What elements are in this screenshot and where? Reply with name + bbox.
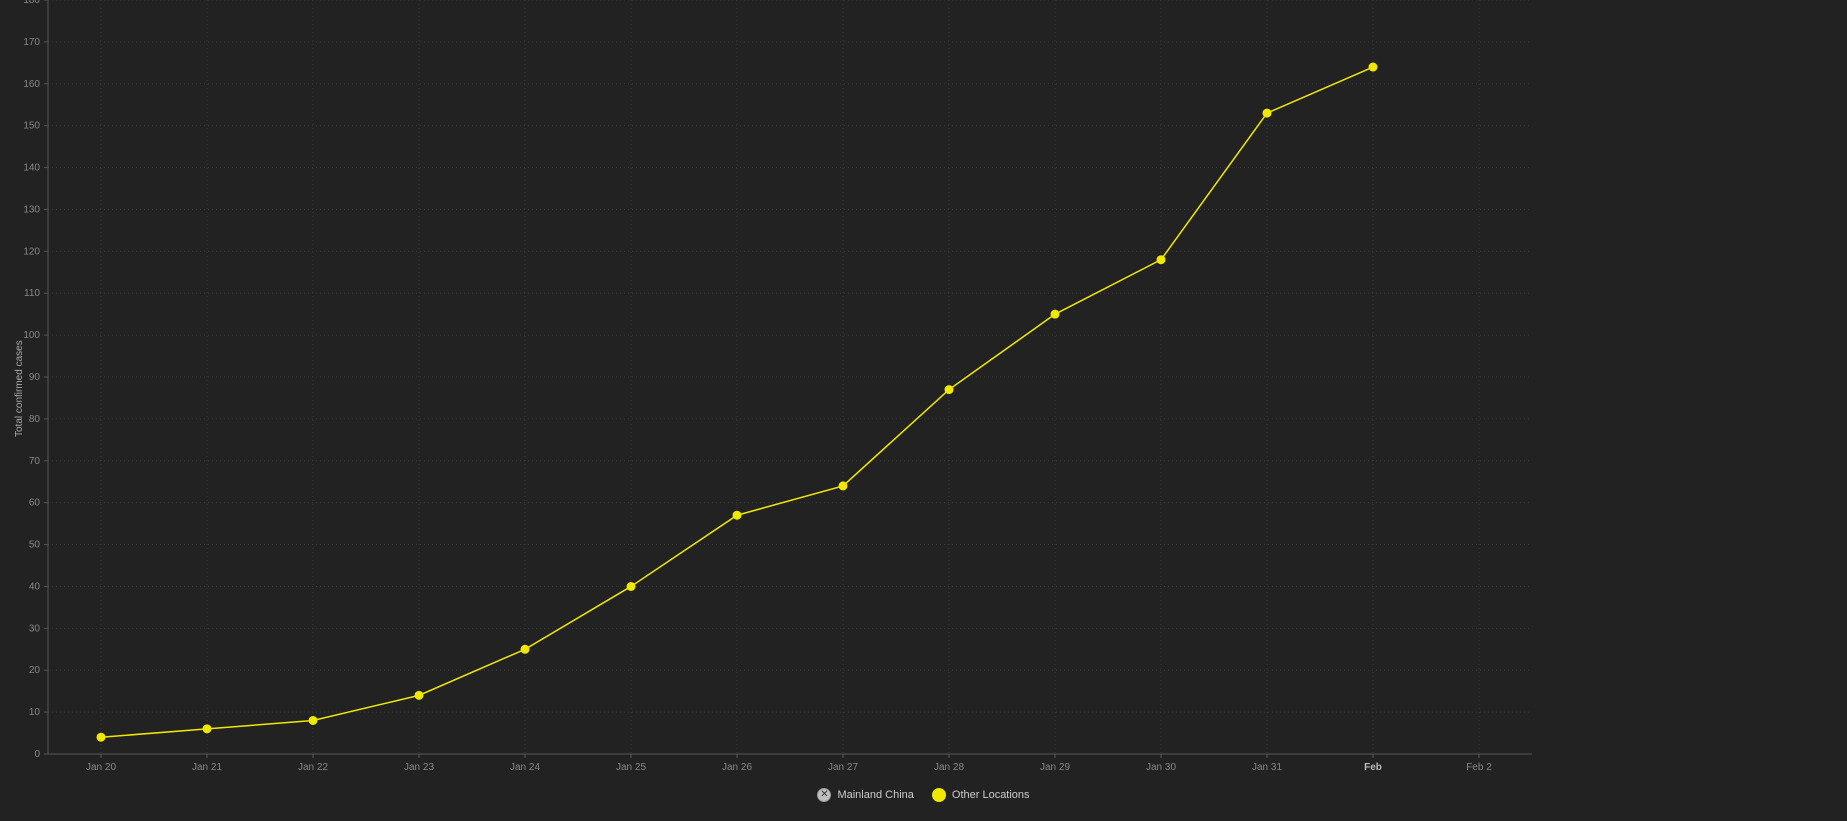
legend-swatch-icon: ✕ — [817, 788, 831, 802]
series-marker[interactable] — [1157, 256, 1165, 264]
y-tick-label: 110 — [24, 288, 40, 299]
y-tick-label: 90 — [29, 372, 41, 383]
line-chart-svg: 0 10 20 30 40 50 60 70 80 90 100 110 120 130 140 150 160… — [0, 0, 1847, 821]
legend-disabled-x-icon: ✕ — [820, 790, 828, 800]
chart-legend: ✕ Mainland China Other Locations — [0, 788, 1847, 802]
x-tick-label: Jan 29 — [1040, 762, 1070, 773]
x-tick-label: Jan 31 — [1252, 762, 1282, 773]
x-tick-label: Feb 2 — [1466, 762, 1492, 773]
legend-label: Other Locations — [952, 789, 1030, 801]
legend-item[interactable]: ✕ Mainland China — [817, 788, 913, 802]
series-marker[interactable] — [521, 645, 529, 653]
y-tick-label: 30 — [29, 623, 41, 634]
x-tick-label: Jan 20 — [86, 762, 116, 773]
x-tick-label: Jan 22 — [298, 762, 328, 773]
y-tick-label: 40 — [29, 581, 41, 592]
series-marker[interactable] — [203, 725, 211, 733]
legend-item[interactable]: Other Locations — [932, 788, 1030, 802]
x-tick-label: Feb — [1364, 762, 1382, 773]
x-tick-label: Jan 21 — [192, 762, 222, 773]
series-marker[interactable] — [945, 386, 953, 394]
y-tick-label: 60 — [29, 498, 41, 509]
y-tick-label: 130 — [23, 204, 40, 215]
y-axis-title: Total confirmed cases — [14, 341, 25, 438]
x-tick-label: Jan 30 — [1146, 762, 1176, 773]
y-tick-label: 0 — [34, 749, 40, 760]
x-tick-label: Jan 25 — [616, 762, 646, 773]
series-marker[interactable] — [97, 733, 105, 741]
x-tick-label: Jan 26 — [722, 762, 752, 773]
series-marker[interactable] — [839, 482, 847, 490]
chart-container: 0 10 20 30 40 50 60 70 80 90 100 110 120 130 140 150 160… — [0, 0, 1847, 821]
series-marker[interactable] — [1369, 63, 1377, 71]
series-marker[interactable] — [627, 582, 635, 590]
series-marker[interactable] — [733, 511, 741, 519]
x-tick-label: Jan 23 — [404, 762, 434, 773]
y-tick-label: 160 — [23, 79, 40, 90]
series-marker[interactable] — [309, 716, 317, 724]
y-tick-label: 20 — [29, 665, 41, 676]
y-tick-label: 180 — [23, 0, 40, 6]
series-marker[interactable] — [1263, 109, 1271, 117]
y-tick-label: 140 — [23, 163, 40, 174]
x-tick-label: Jan 24 — [510, 762, 540, 773]
y-tick-label: 10 — [29, 707, 41, 718]
series-marker[interactable] — [1051, 310, 1059, 318]
y-tick-label: 70 — [29, 456, 41, 467]
x-tick-label: Jan 28 — [934, 762, 964, 773]
y-tick-label: 170 — [23, 37, 40, 48]
y-tick-label: 100 — [23, 330, 40, 341]
y-tick-label: 80 — [29, 414, 41, 425]
legend-swatch-icon — [932, 788, 946, 802]
y-tick-label: 50 — [29, 540, 41, 551]
x-tick-label: Jan 27 — [828, 762, 858, 773]
series-marker[interactable] — [415, 691, 423, 699]
legend-label: Mainland China — [837, 789, 913, 801]
y-tick-label: 150 — [23, 121, 40, 132]
y-tick-label: 120 — [23, 246, 40, 257]
